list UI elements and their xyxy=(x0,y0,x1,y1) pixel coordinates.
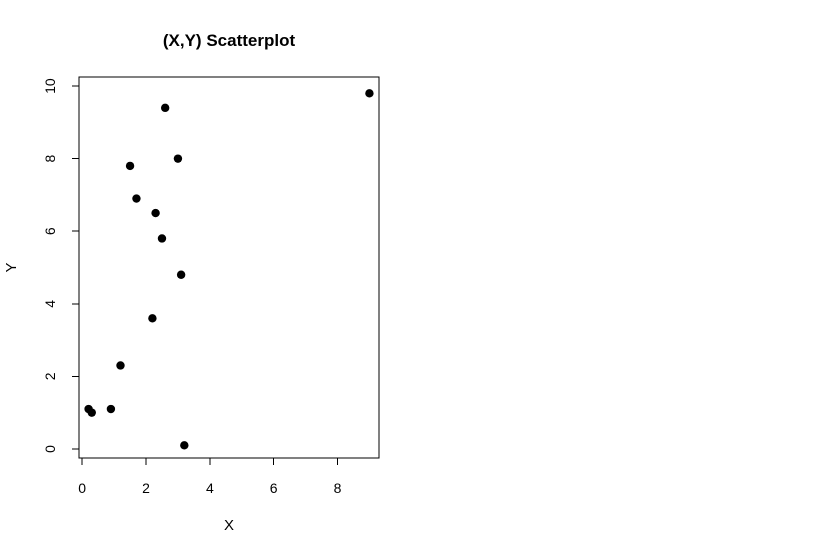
x-tick-label: 6 xyxy=(270,480,278,496)
x-axis-label: X xyxy=(224,517,234,534)
y-tick-label: 6 xyxy=(42,227,58,235)
scatter-point xyxy=(87,408,96,417)
x-axis: 0 2 4 6 8 xyxy=(78,457,342,496)
scatter-point xyxy=(116,361,125,370)
x-tick-label: 4 xyxy=(206,480,214,496)
y-tick-label: 0 xyxy=(42,445,58,453)
scatter-point xyxy=(160,103,170,113)
x-tick-label: 0 xyxy=(78,480,86,496)
x-tick-label: 8 xyxy=(334,480,342,496)
y-axis-label: Y xyxy=(3,262,20,272)
y-tick-label: 2 xyxy=(42,372,58,380)
scatter-points xyxy=(84,89,374,450)
y-axis: 0 2 4 6 8 10 xyxy=(42,78,80,453)
plot-frame xyxy=(78,76,380,459)
chart-title: (X,Y) Scatterplot xyxy=(163,31,296,50)
y-tick-label: 8 xyxy=(42,155,58,163)
scatter-point xyxy=(176,270,186,279)
scatter-point xyxy=(125,161,135,171)
scatter-point xyxy=(151,208,160,218)
scatter-point xyxy=(132,194,141,203)
y-tick-label: 4 xyxy=(42,300,58,308)
scatter-point xyxy=(180,441,189,450)
scatter-point xyxy=(173,154,183,163)
y-tick-label: 10 xyxy=(42,78,58,94)
scatter-point xyxy=(157,234,167,243)
x-tick-label: 2 xyxy=(142,480,150,496)
scatter-point xyxy=(148,314,157,323)
plot-area xyxy=(78,76,380,459)
scatter-point xyxy=(365,89,374,98)
scatter-point xyxy=(106,404,116,414)
